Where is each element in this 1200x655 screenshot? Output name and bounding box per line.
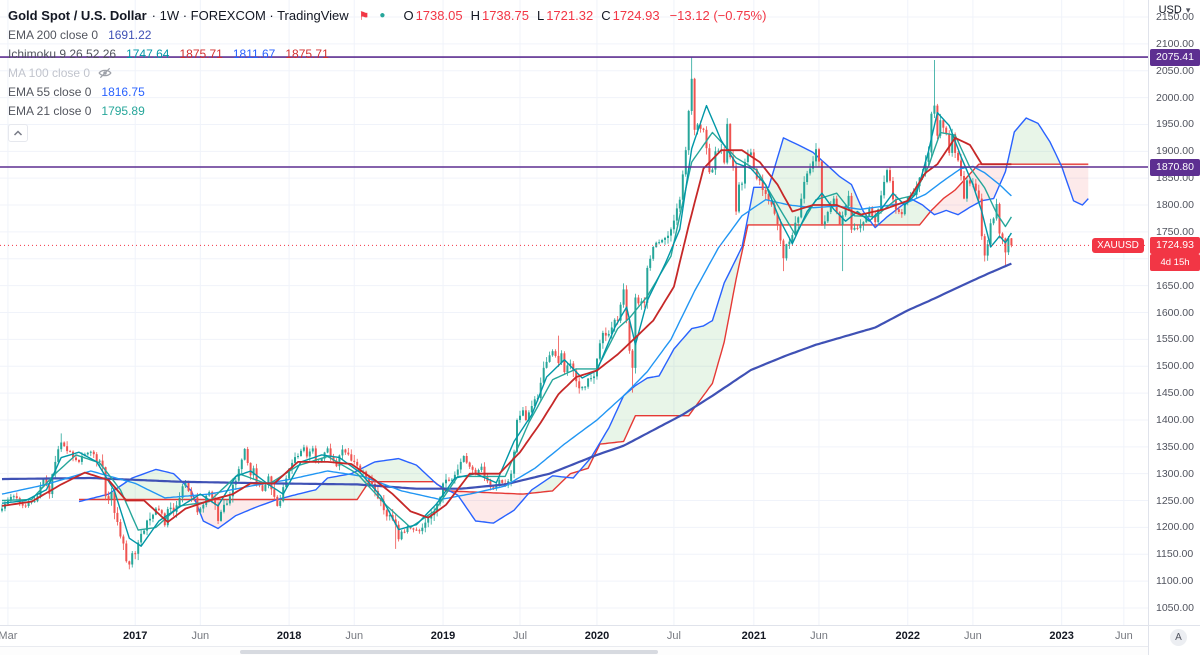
indicator-name[interactable]: EMA 55 close 0 (8, 84, 92, 99)
indicator-legend-row[interactable]: EMA 200 close 0 1691.22 (8, 25, 766, 44)
symbol-legend-row[interactable]: Gold Spot / U.S. Dollar · 1W · FOREXCOM … (8, 6, 766, 25)
price-axis-label: 2050.00 (1156, 64, 1194, 77)
price-axis-label: 1200.00 (1156, 521, 1194, 534)
indicator-legend-row[interactable]: Ichimoku 9 26 52 26 1747.64 1875.71 1811.67… (8, 44, 766, 63)
price-axis[interactable]: USD ▾ 2150.00 2100.00 2050.00 2000.00 1950.0… (1148, 0, 1200, 625)
indicator-legend-row[interactable]: MA 100 close 0 (8, 63, 766, 82)
open-value: 1738.05 (415, 8, 463, 23)
legend-panel: Gold Spot / U.S. Dollar · 1W · FOREXCOM … (8, 6, 766, 142)
axis-corner: A (1148, 625, 1200, 655)
price-axis-label: 2100.00 (1156, 37, 1194, 50)
price-line-symbol-label: XAUUSD (1092, 237, 1144, 253)
ohlc-readout: O 1738.05 H 1738.75 L 1721.32 C 1724.93 −13.… (397, 8, 766, 23)
time-axis-year-label: 2023 (1049, 630, 1074, 642)
price-axis-label: 1450.00 (1156, 387, 1194, 400)
price-axis-label: 2150.00 (1156, 11, 1194, 23)
price-axis-label: 1300.00 (1156, 467, 1194, 480)
time-axis-month-label: Jun (964, 630, 982, 642)
time-axis-year-label: 2020 (584, 630, 610, 642)
time-axis-month-label: Jul (512, 630, 528, 642)
price-axis-label: 1900.00 (1156, 145, 1194, 158)
time-axis-month-label: Jun (191, 630, 210, 642)
indicator-name[interactable]: MA 100 close 0 (8, 65, 91, 80)
open-label: O (403, 8, 414, 23)
last-price-badge: 1724.93 (1150, 236, 1200, 254)
indicator-name[interactable]: Ichimoku 9 26 52 26 (8, 46, 117, 61)
indicator-value: 1875.71 (179, 46, 223, 61)
indicator-legend-row[interactable]: EMA 55 close 0 1816.75 (8, 82, 766, 101)
level-price-badge: 2075.41 (1150, 48, 1200, 66)
low-value: 1721.32 (546, 8, 594, 23)
indicator-legend-row[interactable]: EMA 21 close 0 1795.89 (8, 101, 766, 120)
symbol-subtitle: · 1W · FOREXCOM · TradingView (151, 8, 349, 23)
time-axis-month-label: Mar (0, 630, 18, 642)
price-axis-label: 1400.00 (1156, 413, 1194, 426)
high-label: H (470, 8, 480, 23)
indicator-legend-rows: EMA 200 close 0 1691.22 Ichimoku 9 26 52 2… (8, 25, 766, 120)
close-label: C (601, 8, 611, 23)
close-value: 1724.93 (612, 8, 660, 23)
time-axis-month-label: Jun (345, 630, 364, 642)
change-value: −13.12 (−0.75%) (669, 8, 767, 23)
chart-canvas[interactable]: Gold Spot / U.S. Dollar · 1W · FOREXCOM … (0, 0, 1148, 625)
flag-icon[interactable]: ⚑ (358, 8, 370, 23)
price-chart-svg[interactable] (0, 0, 1148, 625)
level-price-badge: 1870.80 (1150, 158, 1200, 176)
legend-collapse-button[interactable] (8, 124, 28, 142)
symbol-title[interactable]: Gold Spot / U.S. Dollar (8, 8, 147, 23)
bottom-toolbar-strip (0, 646, 1148, 655)
time-axis-year-label: 2018 (276, 630, 302, 642)
chevron-down-icon: ▾ (1185, 4, 1191, 15)
time-axis[interactable]: Mar 2017 Jun 2018 Jun 2019 Jul 2020 Jul 2021 Jun 20… (0, 625, 1148, 646)
indicator-value: 1795.89 (101, 103, 145, 118)
price-axis-label: 1650.00 (1156, 279, 1194, 292)
price-axis-label: 1250.00 (1156, 494, 1194, 507)
price-axis-label: 1600.00 (1156, 306, 1194, 319)
indicator-value: 1747.64 (126, 46, 170, 61)
price-axis-label: 1750.00 (1156, 225, 1194, 238)
currency-dropdown[interactable]: USD ▾ (1149, 4, 1200, 16)
bar-countdown-badge: 4d 15h (1150, 254, 1200, 272)
time-axis-month-label: Jul (666, 630, 681, 642)
price-axis-label: 1500.00 (1156, 360, 1194, 373)
chevron-up-icon (13, 130, 23, 136)
time-axis-year-label: 2022 (895, 630, 920, 642)
time-axis-year-label: 2021 (741, 630, 767, 642)
low-label: L (536, 8, 545, 23)
horizontal-scrollbar[interactable] (240, 650, 658, 654)
price-axis-label: 1150.00 (1156, 548, 1194, 561)
indicator-name[interactable]: EMA 21 close 0 (8, 103, 92, 118)
price-axis-label: 1950.00 (1156, 118, 1194, 131)
high-value: 1738.75 (481, 8, 529, 23)
time-axis-year-label: 2019 (430, 630, 456, 642)
time-axis-year-label: 2017 (122, 630, 148, 642)
indicator-name[interactable]: EMA 200 close 0 (8, 27, 99, 42)
eye-off-icon[interactable] (98, 67, 112, 79)
price-axis-label: 1550.00 (1156, 333, 1194, 346)
time-axis-month-label: Jun (810, 630, 828, 642)
indicator-value: 1691.22 (108, 27, 152, 42)
indicator-value: 1811.67 (232, 46, 276, 61)
indicator-value: 1875.71 (285, 46, 329, 61)
price-axis-label: 2000.00 (1156, 91, 1194, 104)
currency-label: USD (1158, 4, 1182, 16)
price-axis-label: 1050.00 (1156, 602, 1194, 614)
price-axis-label: 1100.00 (1156, 575, 1194, 588)
auto-scale-button[interactable]: A (1170, 629, 1187, 646)
price-axis-label: 1800.00 (1156, 199, 1194, 212)
price-axis-label: 1350.00 (1156, 440, 1194, 453)
time-axis-month-label: Jun (1114, 630, 1133, 642)
indicator-value: 1816.75 (101, 84, 145, 99)
market-status-icon[interactable]: ● (379, 10, 386, 21)
